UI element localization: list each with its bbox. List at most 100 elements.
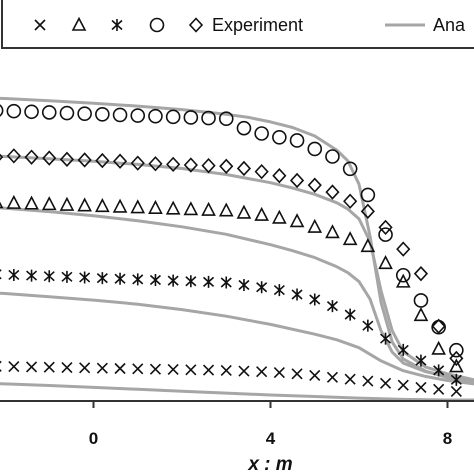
x-tick-label: 4 (266, 429, 276, 448)
data-point-diamond (95, 152, 110, 169)
data-point-asterisk (309, 293, 321, 306)
data-point-cross (185, 364, 197, 376)
data-point-triangle (201, 201, 216, 216)
data-point-diamond (449, 350, 464, 367)
data-point-triangle (148, 199, 163, 214)
data-point-asterisk (380, 332, 392, 345)
data-point-triangle (378, 255, 393, 270)
legend: Experiment Ana (1, 0, 474, 49)
data-point-cross (43, 361, 55, 373)
data-point-circle (342, 161, 358, 177)
data-point-asterisk (256, 281, 268, 294)
data-point-circle (236, 120, 252, 136)
data-point-triangle (325, 224, 340, 239)
data-point-diamond (360, 203, 375, 219)
data-point-asterisk (433, 364, 445, 377)
data-point-circle (254, 126, 269, 141)
data-point-triangle (24, 195, 39, 210)
data-point-circle (24, 104, 39, 120)
data-point-diamond (166, 156, 181, 173)
data-point-diamond (148, 156, 163, 172)
data-point-triangle (0, 201, 4, 209)
x-axis-ticks (92, 401, 449, 408)
data-point-asterisk (203, 275, 215, 288)
data-point-triangle (218, 202, 234, 217)
data-point-triangle (307, 218, 323, 233)
data-point-cross (415, 381, 427, 393)
data-point-asterisk (344, 308, 356, 321)
data-point-asterisk (167, 274, 179, 287)
data-point-triangle (272, 209, 287, 224)
data-point-diamond (130, 155, 145, 171)
data-point-circle (218, 111, 234, 127)
data-point-asterisk (185, 275, 197, 288)
data-point-cross (238, 365, 250, 377)
data-point-cross (25, 361, 38, 373)
data-point-asterisk (291, 288, 303, 301)
experiment-series-diamond (0, 148, 464, 367)
data-point-cross (79, 362, 91, 374)
data-point-cross (397, 379, 409, 391)
data-point-diamond (236, 160, 252, 177)
data-point-triangle (112, 198, 128, 213)
data-point-circle (130, 108, 146, 123)
data-point-circle (201, 110, 216, 126)
data-point-diamond (201, 157, 216, 174)
legend-marker-cross (34, 19, 46, 31)
experiment-series-circle (0, 103, 464, 358)
data-point-asterisk (149, 273, 161, 286)
experiment-series-asterisk (0, 268, 462, 386)
data-point-diamond (289, 172, 305, 189)
data-point-cross (8, 361, 20, 373)
data-point-cross (167, 363, 179, 376)
experiment-series-cross (0, 360, 462, 398)
legend-marker-asterisk (111, 19, 123, 31)
data-point-diamond (254, 163, 269, 180)
data-point-diamond (59, 151, 75, 168)
analytical-line-5 (0, 382, 474, 402)
data-point-diamond (42, 150, 57, 166)
data-point-cross (309, 369, 321, 381)
data-point-cross (149, 363, 162, 375)
data-point-circle (360, 187, 376, 203)
data-point-asterisk (79, 271, 91, 284)
data-point-cross (379, 377, 392, 389)
x-tick-label: 8 (443, 429, 452, 448)
data-point-triangle (236, 204, 252, 219)
data-point-asterisk (397, 343, 409, 356)
data-point-cross (220, 364, 232, 376)
data-point-circle (378, 227, 393, 242)
data-point-triangle (449, 358, 464, 373)
data-point-asterisk (238, 279, 250, 292)
data-point-triangle (77, 197, 92, 212)
data-point-asterisk (61, 270, 73, 283)
data-point-cross (362, 375, 374, 387)
data-point-diamond (183, 157, 198, 173)
data-point-asterisk (326, 300, 338, 313)
data-point-circle (449, 342, 464, 358)
data-point-cross (61, 361, 73, 374)
data-point-diamond (24, 149, 39, 165)
data-point-triangle (395, 273, 411, 288)
analytical-lines (0, 96, 474, 402)
data-point-triangle (183, 201, 199, 216)
analytical-line-1 (0, 96, 474, 385)
data-point-cross (132, 363, 144, 375)
data-point-triangle (289, 213, 305, 228)
data-point-triangle (431, 340, 446, 355)
data-point-circle (112, 107, 128, 123)
data-point-cross (326, 371, 339, 383)
data-point-cross (433, 383, 445, 395)
data-point-triangle (254, 206, 269, 221)
data-point-cross (96, 362, 108, 374)
legend-analytical-label: Ana (433, 15, 466, 35)
data-point-circle (183, 110, 199, 125)
legend-experiment-label: Experiment (212, 15, 303, 35)
data-point-diamond (112, 153, 128, 169)
data-point-triangle (342, 231, 358, 246)
data-point-circle (165, 109, 181, 125)
data-point-triangle (165, 200, 181, 215)
legend-experiment-markers (34, 16, 204, 33)
data-point-cross (450, 385, 462, 398)
